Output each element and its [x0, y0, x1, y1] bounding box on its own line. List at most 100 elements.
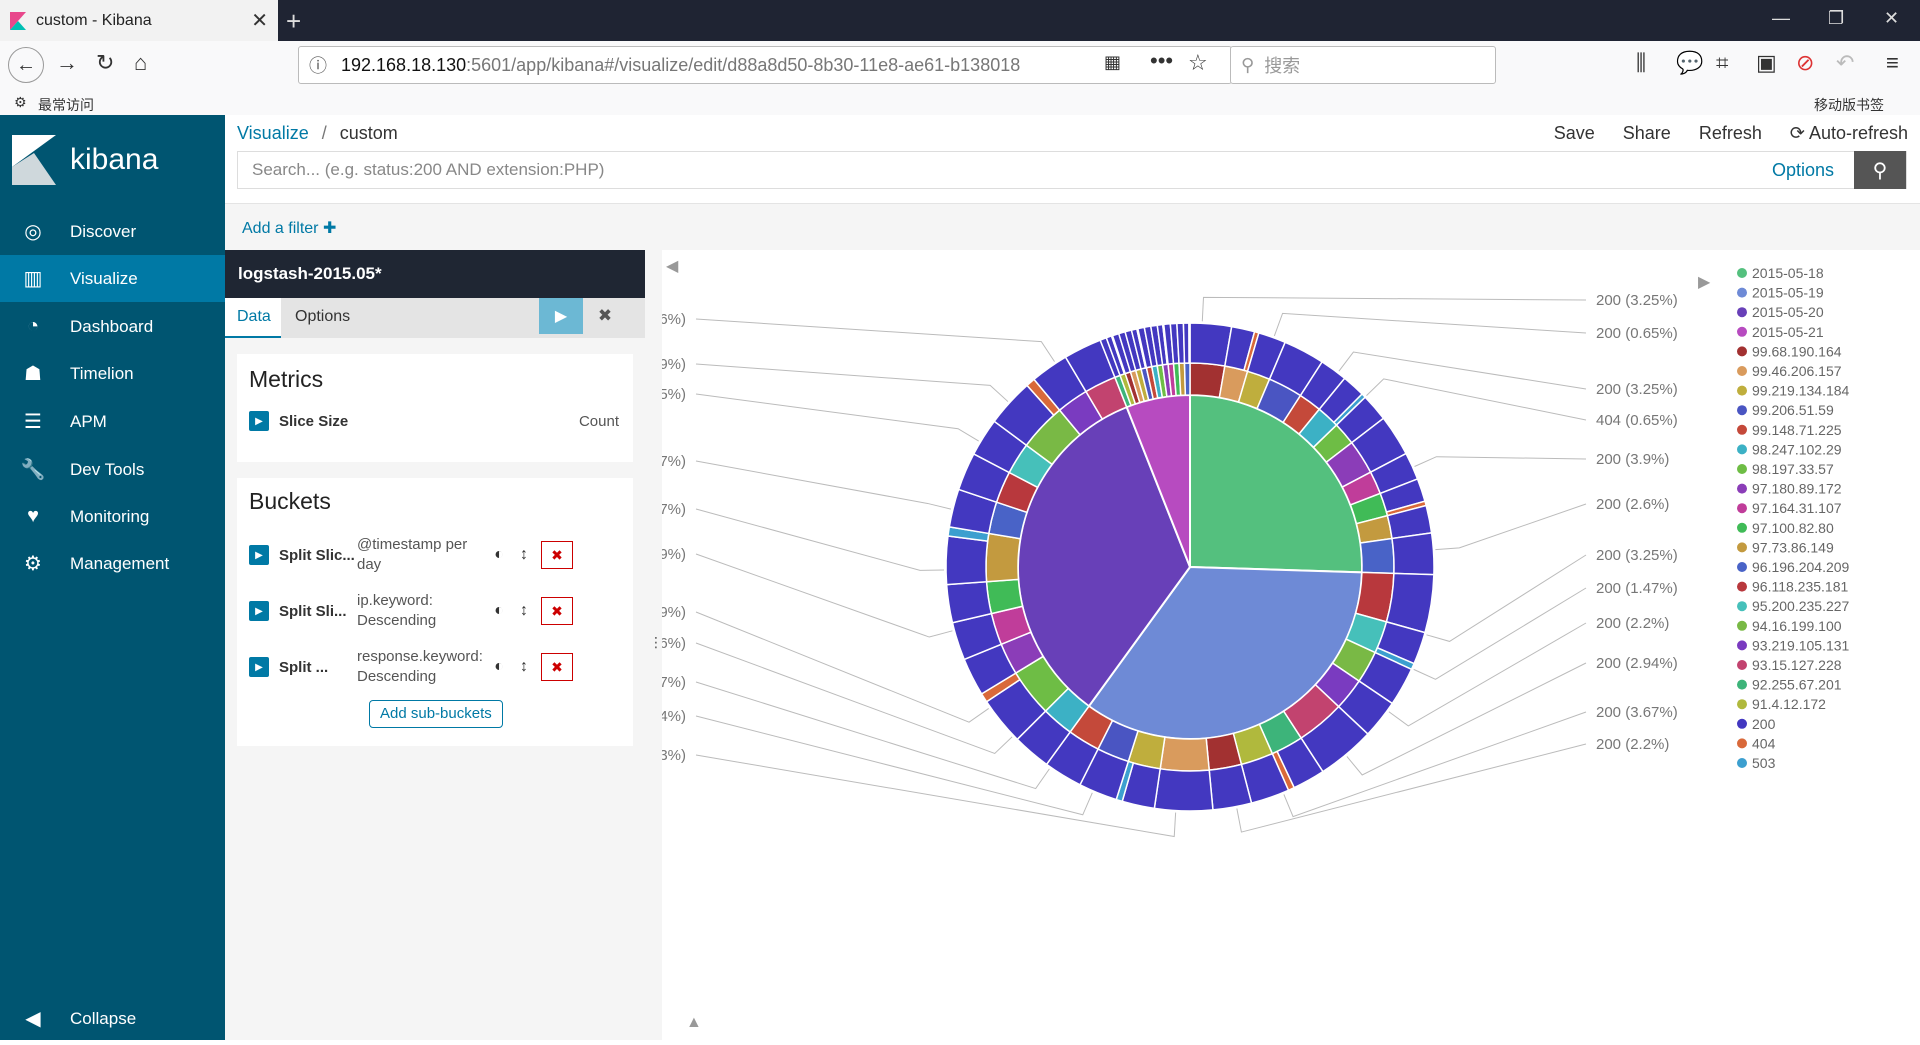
apply-changes-button[interactable]: ▶: [539, 298, 583, 334]
collapse-left-icon[interactable]: ◀: [666, 258, 679, 275]
url-bar[interactable]: ⓘ 192.168.18.130:5601/app/kibana#/visual…: [298, 46, 1232, 84]
auto-refresh-button[interactable]: ⟳ Auto-refresh: [1790, 123, 1908, 144]
collapse-up-icon[interactable]: ▲: [686, 1014, 702, 1031]
forward-icon[interactable]: →: [56, 50, 78, 75]
bookmark-star-icon[interactable]: ☆: [1188, 50, 1208, 75]
legend-swatch[interactable]: [1737, 503, 1747, 514]
nav-dev-tools[interactable]: 🔧 Dev Tools: [0, 446, 225, 493]
legend-swatch[interactable]: [1737, 307, 1747, 318]
legend-swatch[interactable]: [1737, 738, 1747, 749]
legend-label[interactable]: 96.118.235.181: [1752, 579, 1848, 595]
legend-swatch[interactable]: [1737, 718, 1747, 729]
add-filter-link[interactable]: Add a filter ✚: [242, 218, 336, 238]
panel-resize-handle[interactable]: ⋮: [649, 634, 663, 650]
legend-label[interactable]: 503: [1752, 755, 1776, 771]
tab-options[interactable]: Options: [295, 308, 351, 325]
legend-label[interactable]: 97.164.31.107: [1752, 500, 1842, 516]
menu-icon[interactable]: ≡: [1886, 50, 1899, 75]
legend-label[interactable]: 99.148.71.225: [1752, 422, 1842, 438]
refresh-button[interactable]: Refresh: [1698, 123, 1762, 143]
legend-label[interactable]: 2015-05-19: [1752, 285, 1824, 301]
kibana-brand[interactable]: kibana: [12, 135, 158, 185]
share-button[interactable]: Share: [1622, 123, 1671, 143]
legend-swatch[interactable]: [1737, 660, 1747, 670]
legend-swatch[interactable]: [1737, 620, 1747, 631]
move-icon[interactable]: ↕: [520, 658, 528, 675]
nav-timelion[interactable]: ☗ Timelion: [0, 350, 225, 397]
expand-toggle-icon[interactable]: ▶: [249, 411, 269, 431]
legend-swatch[interactable]: [1737, 326, 1747, 337]
legend-swatch[interactable]: [1737, 758, 1747, 768]
legend-label[interactable]: 99.68.190.164: [1752, 343, 1842, 359]
nav-dashboard[interactable]: ◔ Dashboard: [0, 303, 225, 350]
legend-label[interactable]: 97.100.82.80: [1752, 520, 1834, 536]
restore-icon[interactable]: ❐: [1828, 8, 1845, 28]
legend-label[interactable]: 94.16.199.100: [1752, 618, 1842, 634]
toggle-visibility-icon[interactable]: ◐: [494, 546, 504, 563]
remove-bucket-button[interactable]: ✖: [541, 597, 573, 625]
query-submit-button[interactable]: ⚲: [1854, 151, 1906, 189]
legend-swatch[interactable]: [1737, 287, 1747, 298]
response-slice[interactable]: [1391, 532, 1435, 576]
legend-toggle-icon[interactable]: ▶: [1698, 274, 1711, 291]
add-sub-buckets-button[interactable]: Add sub-buckets: [369, 700, 503, 728]
legend-label[interactable]: 98.247.102.29: [1752, 441, 1842, 457]
mobile-bookmarks[interactable]: 移动版书签: [1814, 97, 1884, 113]
legend-label[interactable]: 97.73.86.149: [1752, 539, 1834, 555]
window-close-icon[interactable]: ✕: [1884, 8, 1900, 28]
remove-bucket-button[interactable]: ✖: [541, 541, 573, 569]
back-icon[interactable]: ←: [8, 47, 44, 83]
legend-label[interactable]: 93.15.127.228: [1752, 657, 1842, 673]
library-icon[interactable]: ⫼: [1636, 50, 1647, 75]
home-icon[interactable]: ⌂: [134, 50, 148, 75]
nav-visualize[interactable]: ▥ Visualize: [0, 255, 225, 302]
nav-discover[interactable]: ◎ Discover: [0, 208, 225, 255]
expand-toggle-icon[interactable]: ▶: [249, 545, 269, 565]
reader-view-icon[interactable]: ▣: [1756, 50, 1777, 75]
legend-swatch[interactable]: [1737, 464, 1747, 474]
nav-collapse[interactable]: ◀ Collapse: [0, 995, 225, 1042]
legend-swatch[interactable]: [1737, 640, 1747, 651]
legend-label[interactable]: 91.4.12.172: [1752, 696, 1826, 712]
nav-apm[interactable]: ☰ APM: [0, 398, 225, 445]
nav-monitoring[interactable]: ♥ Monitoring: [0, 493, 225, 540]
reload-icon[interactable]: ↻: [96, 50, 115, 75]
undo-icon[interactable]: ↶: [1836, 50, 1855, 75]
ip-slice[interactable]: [1159, 736, 1211, 772]
response-slice[interactable]: [1153, 767, 1214, 812]
nav-management[interactable]: ⚙ Management: [0, 540, 225, 587]
move-icon[interactable]: ↕: [520, 602, 528, 619]
legend-swatch[interactable]: [1737, 699, 1747, 710]
legend-label[interactable]: 404: [1752, 735, 1776, 751]
legend-label[interactable]: 99.206.51.59: [1752, 402, 1834, 418]
most-visited-bookmark[interactable]: 最常访问: [38, 97, 94, 113]
query-options-link[interactable]: Options: [1771, 159, 1834, 180]
legend-swatch[interactable]: [1737, 562, 1747, 572]
legend-label[interactable]: 98.197.33.57: [1752, 461, 1834, 477]
legend-label[interactable]: 99.219.134.184: [1752, 383, 1850, 399]
legend-swatch[interactable]: [1737, 542, 1747, 553]
site-info-icon[interactable]: ⓘ: [309, 56, 327, 76]
minimize-icon[interactable]: —: [1772, 8, 1790, 28]
ip-slice[interactable]: [1183, 362, 1191, 396]
legend-swatch[interactable]: [1737, 581, 1747, 592]
ip-slice[interactable]: [985, 532, 1022, 583]
legend-swatch[interactable]: [1737, 522, 1747, 533]
legend-swatch[interactable]: [1737, 405, 1747, 416]
legend-label[interactable]: 92.255.67.201: [1752, 677, 1842, 693]
query-input[interactable]: Search... (e.g. status:200 AND extension…: [252, 160, 605, 179]
tab-close-icon[interactable]: ✕: [251, 10, 268, 32]
legend-swatch[interactable]: [1737, 268, 1747, 278]
legend-swatch[interactable]: [1737, 444, 1747, 455]
legend-label[interactable]: 97.180.89.172: [1752, 481, 1842, 497]
legend-label[interactable]: 99.46.206.157: [1752, 363, 1842, 379]
remove-bucket-button[interactable]: ✖: [541, 653, 573, 681]
legend-swatch[interactable]: [1737, 346, 1747, 357]
more-icon[interactable]: •••: [1150, 48, 1174, 73]
tab-data[interactable]: Data: [237, 308, 271, 325]
legend-label[interactable]: 2015-05-18: [1752, 265, 1824, 281]
save-button[interactable]: Save: [1553, 123, 1595, 143]
blocked-icon[interactable]: ⊘: [1796, 50, 1815, 75]
browser-tab[interactable]: custom - Kibana ✕: [0, 0, 278, 41]
ip-slice[interactable]: [1359, 537, 1395, 575]
